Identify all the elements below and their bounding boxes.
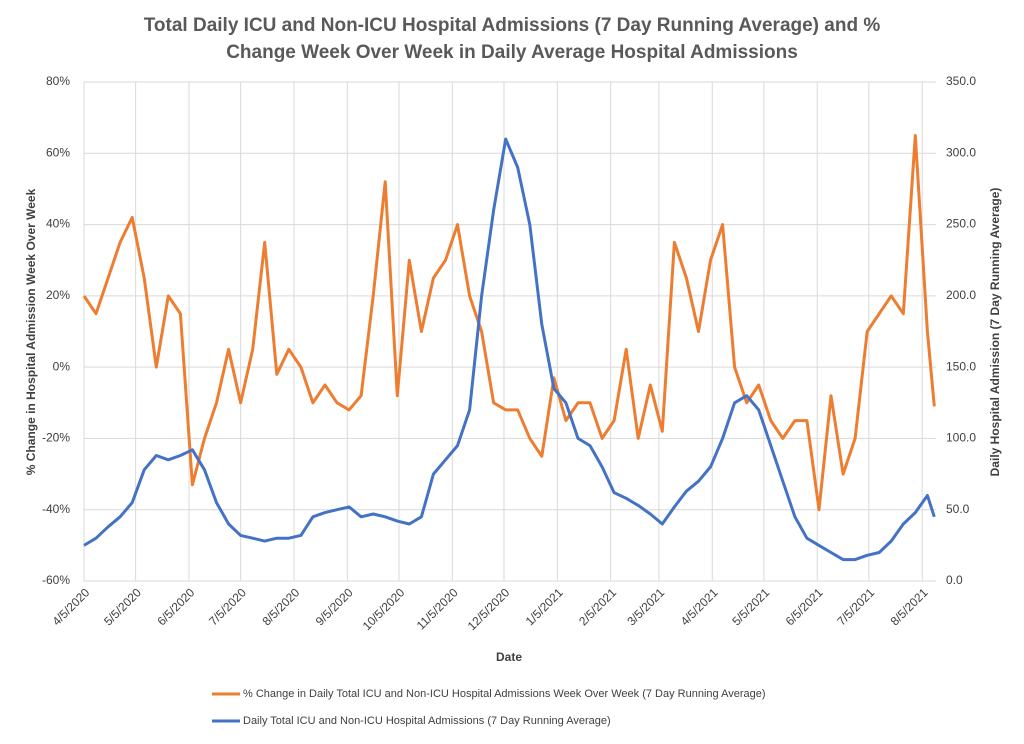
- x-tick-label: 6/5/2020: [154, 585, 197, 628]
- x-tick-label: 2/5/2021: [576, 585, 619, 628]
- x-tick-label: 5/5/2021: [729, 585, 772, 628]
- x-tick-label: 11/5/2020: [414, 585, 461, 632]
- y-tick-label: 0%: [53, 359, 71, 373]
- y-axis-title: % Change in Hospital Admission Week Over…: [24, 188, 38, 475]
- y-tick-label: -60%: [42, 573, 70, 587]
- y-tick-label: 60%: [46, 145, 70, 159]
- x-tick-label: 3/5/2021: [624, 585, 667, 628]
- x-axis-title: Date: [496, 650, 522, 664]
- series-line: [82, 134, 936, 512]
- x-tick-label: 7/5/2020: [206, 585, 249, 628]
- x-tick-label: 4/5/2021: [678, 585, 721, 628]
- y-tick-label: 40%: [46, 217, 70, 231]
- y-tick-label: -40%: [42, 502, 70, 516]
- x-tick-label: 1/5/2021: [523, 585, 566, 628]
- x-tick-label: 9/5/2020: [313, 585, 356, 628]
- x-tick-label: 4/5/2020: [49, 585, 92, 628]
- x-tick-label: 5/5/2020: [101, 585, 144, 628]
- y-tick-label: -20%: [42, 431, 70, 445]
- y2-tick-label: 100.0: [946, 431, 976, 445]
- series-line: [83, 137, 936, 562]
- x-tick-label: 10/5/2020: [360, 585, 408, 633]
- x-tick-label: 6/5/2021: [783, 585, 826, 628]
- legend-label: Daily Total ICU and Non-ICU Hospital Adm…: [243, 715, 611, 727]
- x-tick-label: 8/5/2021: [888, 585, 931, 628]
- y2-tick-label: 0.0: [946, 573, 963, 587]
- y2-tick-label: 250.0: [946, 217, 976, 231]
- y-tick-label: 80%: [46, 74, 70, 88]
- x-tick-label: 7/5/2021: [834, 585, 877, 628]
- y2-tick-label: 300.0: [946, 145, 976, 159]
- legend-label: % Change in Daily Total ICU and Non-ICU …: [243, 688, 766, 700]
- y2-axis-title: Daily Hospital Admission (7 Day Running …: [988, 188, 1002, 477]
- y2-tick-label: 150.0: [946, 359, 976, 373]
- y-tick-label: 20%: [46, 288, 70, 302]
- y2-tick-label: 350.0: [946, 74, 976, 88]
- y2-tick-label: 50.0: [946, 502, 970, 516]
- x-tick-label: 8/5/2020: [259, 585, 302, 628]
- y2-tick-label: 200.0: [946, 288, 976, 302]
- x-tick-label: 12/5/2020: [465, 585, 513, 633]
- chart-title: Total Daily ICU and Non-ICU Hospital Adm…: [143, 15, 881, 63]
